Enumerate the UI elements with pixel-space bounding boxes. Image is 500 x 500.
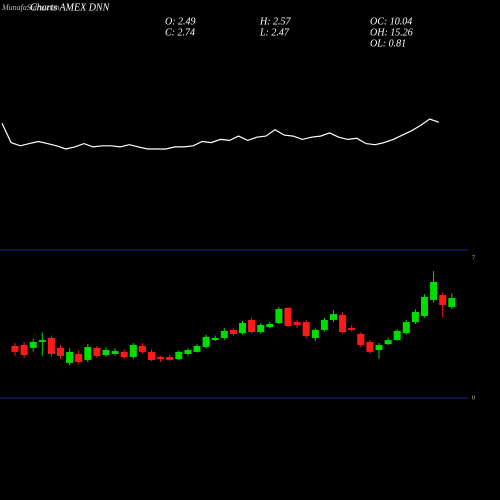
candle-body [148,351,155,360]
candle-body [57,347,64,356]
candle-body [448,297,456,308]
candle-body [175,351,183,360]
candle-body [248,319,256,333]
candle-body [157,356,165,360]
candle-body [129,344,137,357]
candle-body [421,296,428,316]
candle-body [293,322,301,326]
candle-body [111,351,119,355]
candle-body [47,337,55,355]
candle-body [402,322,410,334]
candle-body [366,341,374,352]
candle-body [393,330,401,341]
candle-body [20,344,28,356]
candle-body [375,344,383,351]
candle-body [11,345,19,352]
candle-body [120,351,128,357]
candle-body [320,319,328,330]
candle-body [220,330,228,338]
candle-body [357,333,365,345]
candle-body [411,311,419,323]
stat-label: H: 2.57 [259,16,292,27]
candle-body [66,351,74,363]
candle-body [202,336,210,348]
candle-body [211,337,219,341]
stat-label: C: 2.74 [165,27,195,38]
candle-body [311,329,319,338]
stat-label: OH: 15.26 [370,27,413,38]
stat-label: O: 2.49 [165,16,196,27]
candle-body [384,340,392,345]
stat-label: L: 2.47 [259,27,290,38]
y-tick-label: 0 [472,395,475,401]
candle-body [284,307,292,326]
candle-body [257,325,265,333]
chart-title: Charts AMEX DNN [30,2,111,13]
stat-label: OC: 10.04 [370,16,412,27]
candle-body [239,322,246,334]
candle-body [166,356,174,360]
candle-body [138,345,146,352]
candle-body [38,340,46,342]
candle-body [75,354,83,363]
candle-body [93,347,101,356]
stat-label: OL: 0.81 [370,38,406,49]
price-line [1,118,439,150]
candle-body [102,350,110,356]
candle-body [229,329,237,334]
candle-body [84,347,92,360]
candle-body [348,328,356,330]
y-tick-label: 7 [472,255,475,261]
candle-body [439,295,447,305]
candle-body [302,322,310,337]
candle-body [339,314,347,333]
candle-body [193,345,201,352]
candle-body [330,314,337,320]
candle-body [29,341,37,348]
watermark: MunafaSutra.com [1,3,60,12]
candle-body [266,324,274,327]
candle-body [275,308,283,323]
candle-body [184,350,192,355]
candle-body [430,281,438,300]
